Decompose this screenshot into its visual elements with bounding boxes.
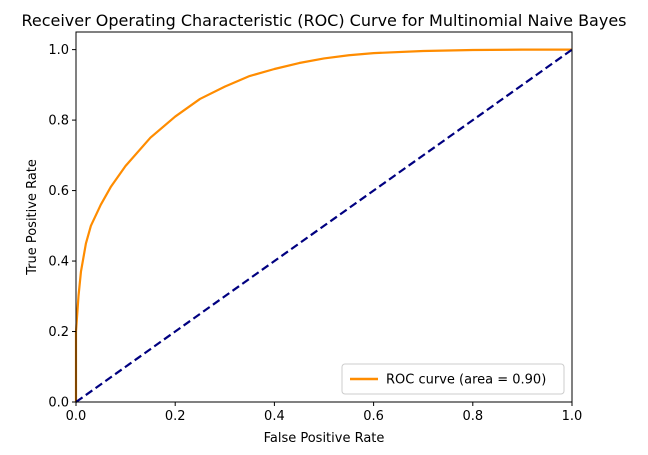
y-tick-label: 1.0 xyxy=(48,43,69,58)
plot-area xyxy=(74,48,573,403)
plot-frame xyxy=(75,31,573,403)
y-tick-label: 0.0 xyxy=(48,396,69,411)
y-tick-label: 0.2 xyxy=(48,325,69,340)
x-tick-label: 1.0 xyxy=(562,409,583,424)
roc-curve-line xyxy=(74,48,572,402)
x-tick-label: 0.0 xyxy=(66,409,87,424)
chance-diagonal-line xyxy=(75,48,573,403)
y-axis-label: True Positive Rate xyxy=(25,159,40,276)
x-axis: 0.0 0.2 0.4 0.6 0.8 1.0 xyxy=(66,402,583,424)
x-tick-label: 0.8 xyxy=(462,409,483,424)
x-tick-label: 0.2 xyxy=(165,409,186,424)
chart-title: Receiver Operating Characteristic (ROC) … xyxy=(21,11,626,30)
y-axis: 0.0 0.2 0.4 0.6 0.8 1.0 xyxy=(48,43,76,411)
legend-box xyxy=(341,363,565,395)
y-tick-label: 0.8 xyxy=(48,114,69,129)
y-tick-label: 0.4 xyxy=(48,255,69,270)
x-axis-label: False Positive Rate xyxy=(264,431,385,446)
x-tick-label: 0.6 xyxy=(363,409,384,424)
x-tick-label: 0.4 xyxy=(264,409,285,424)
legend-entry-roc: ROC curve (area = 0.90) xyxy=(386,373,546,388)
y-tick-label: 0.6 xyxy=(48,184,69,199)
legend: ROC curve (area = 0.90) xyxy=(341,363,565,395)
